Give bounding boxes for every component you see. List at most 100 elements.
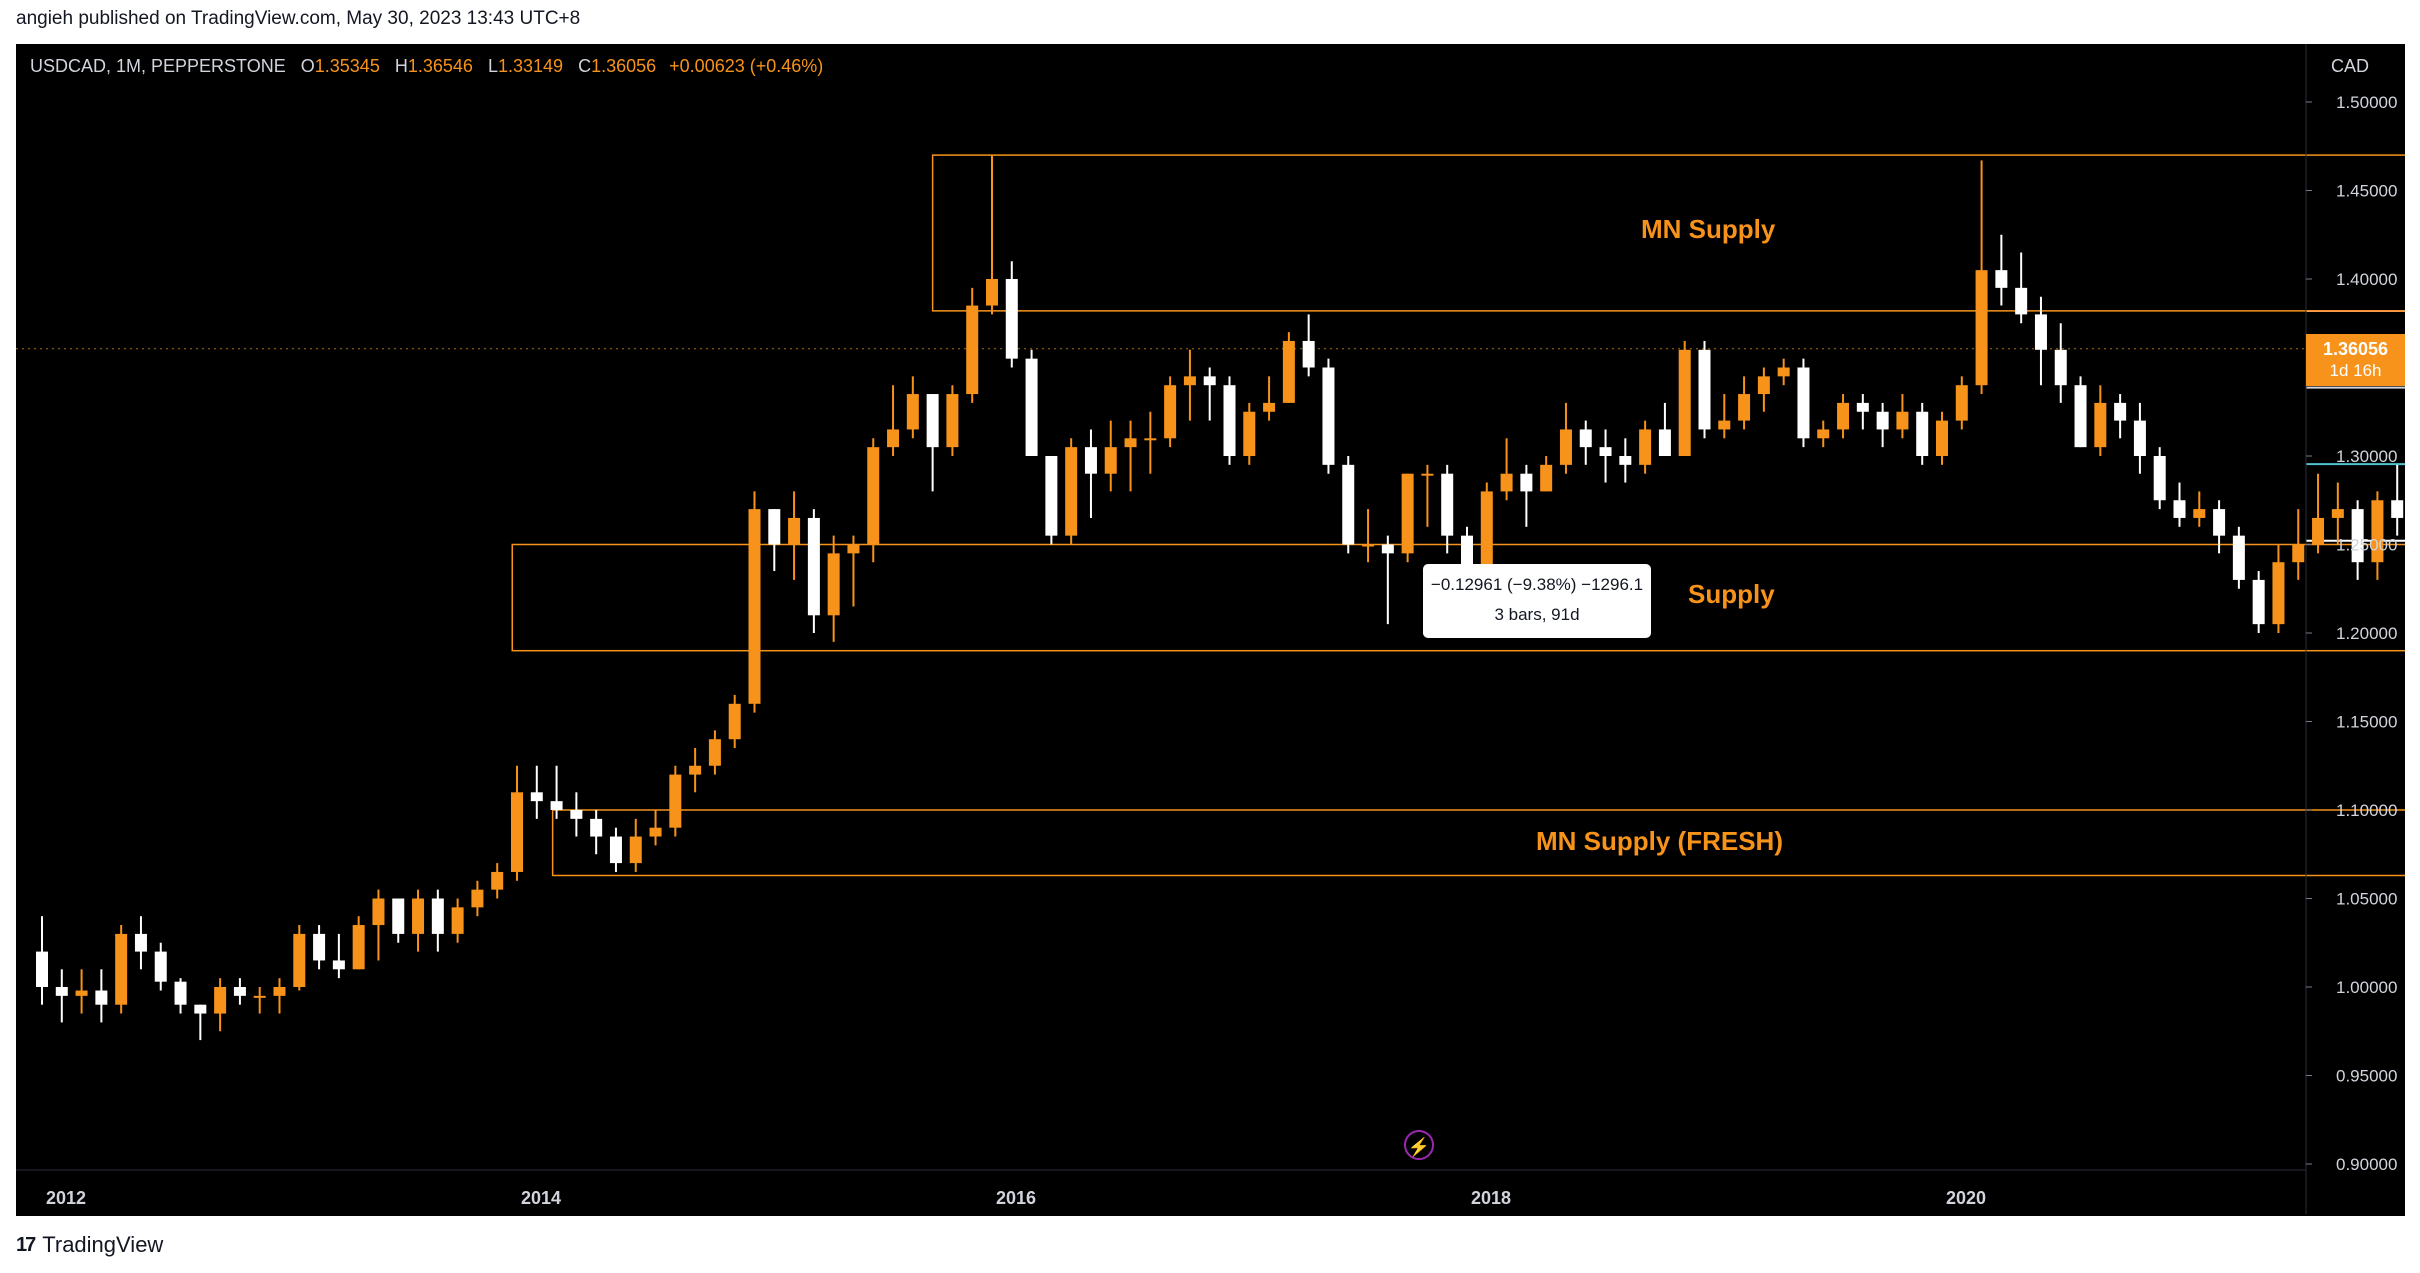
y-tick-label: 1.25000 [2336,536,2397,555]
y-tick-label: 0.90000 [2336,1155,2397,1174]
y-tick-label: 1.15000 [2336,713,2397,732]
candle-body [2371,500,2384,563]
zone-label-mn-supply-fresh: MN Supply (FRESH) [1536,826,1783,856]
candle-body [2114,402,2127,421]
candle-body [2312,517,2325,545]
candle-body [253,995,266,998]
candle-body [313,933,326,961]
x-tick-label: 2016 [996,1188,1036,1208]
current-price-badge: 1.36056 1d 16h [2306,334,2405,386]
candle-body [1124,438,1137,448]
candle-body [1243,411,1256,456]
candle-body [1658,429,1671,456]
candle-body [1164,385,1177,439]
candle-body [1619,456,1632,465]
legend-change: +0.00623 (+0.46%) [669,56,824,76]
candle-body [1718,420,1731,430]
candle-body [1975,270,1988,386]
tradingview-logo-icon: 17 [16,1233,36,1256]
price-chart[interactable]: (1.38193)(1.33865)(1.29538)(1.25211)1.50… [16,44,2405,1216]
candle-body [1757,376,1770,395]
candle-body [1282,340,1295,403]
candle-body [412,898,425,934]
chart-panel[interactable]: (1.38193)(1.33865)(1.29538)(1.25211)1.50… [16,44,2405,1216]
candle-body [2094,402,2107,448]
candle-body [2054,349,2067,386]
legend-low: 1.33149 [497,56,564,76]
y-tick-label: 1.30000 [2336,447,2397,466]
candle-body [1381,544,1394,554]
zone-label-supply: Supply [1688,579,1775,609]
candle-body [986,279,998,306]
candle-body [847,544,860,554]
candle-body [95,990,108,1005]
candle-body [134,933,147,952]
zone-label-mn-supply: MN Supply [1641,214,1776,244]
candle-body [1322,367,1335,465]
candle-body [926,394,939,448]
candle-body [1025,358,1038,456]
x-tick-label: 2018 [1471,1188,1511,1208]
candle-body [194,1004,207,1014]
candle-body [887,429,900,448]
candle-body [1599,447,1612,456]
candle-body [590,818,603,837]
y-tick-label: 1.10000 [2336,801,2397,820]
candle-body [1421,473,1434,476]
candle-body [570,810,583,819]
candle-body [1876,411,1889,430]
candle-body [1856,402,1869,412]
publication-header: angieh published on TradingView.com, May… [16,8,581,29]
candle-body [1480,491,1493,580]
legend-high-label: H [394,56,408,76]
candle-body [1005,279,1018,359]
candle-body [609,836,622,864]
candle-body [867,447,880,545]
candle-body [1916,411,1929,456]
supply-zone [551,809,2405,877]
candle-body [1698,349,1711,430]
legend-open-label: O [300,56,315,76]
candle-body [1837,402,1850,430]
candle-body [1183,376,1196,386]
supply-zone [511,543,2405,652]
y-tick-label: 1.50000 [2336,93,2397,112]
candle-body [1896,411,1909,430]
footer-brand: TradingView [42,1232,164,1257]
footer: 17 TradingView [16,1232,163,1258]
candle-body [629,836,642,864]
candle-body [1084,447,1097,474]
candle-body [748,509,761,704]
candle-body [1263,402,1276,412]
candle-body [392,898,405,934]
candle-body [233,987,246,996]
candle-body [1738,394,1751,421]
candle-body [174,981,187,1005]
candle-body [2133,420,2146,456]
legend-high: 1.36546 [407,56,473,76]
candle-body [273,987,286,996]
y-tick-label: 1.20000 [2336,624,2397,643]
candle-body [906,394,919,430]
candle-body [372,898,385,926]
x-tick-label: 2012 [46,1188,86,1208]
candle-body [2252,579,2265,625]
candle-body [689,765,702,775]
candle-body [471,889,484,908]
lightning-icon[interactable]: ⚡ [1404,1130,1434,1160]
candle-body [2272,562,2285,625]
legend-open: 1.35345 [314,56,380,76]
candle-body [1520,473,1533,492]
y-tick-label: 1.05000 [2336,890,2397,909]
candle-body [728,703,741,740]
candle-body [1639,429,1652,465]
supply-zone [931,154,2405,312]
candle-body [1540,464,1553,492]
y-tick-label: 0.95000 [2336,1067,2397,1086]
candle-body [2074,385,2087,448]
legend-close-label: C [578,56,592,76]
measure-duration: 3 bars, 91d [1494,605,1580,624]
candle-body [2173,500,2186,518]
candle-body [946,394,959,448]
bar-countdown: 1d 16h [2329,361,2382,380]
